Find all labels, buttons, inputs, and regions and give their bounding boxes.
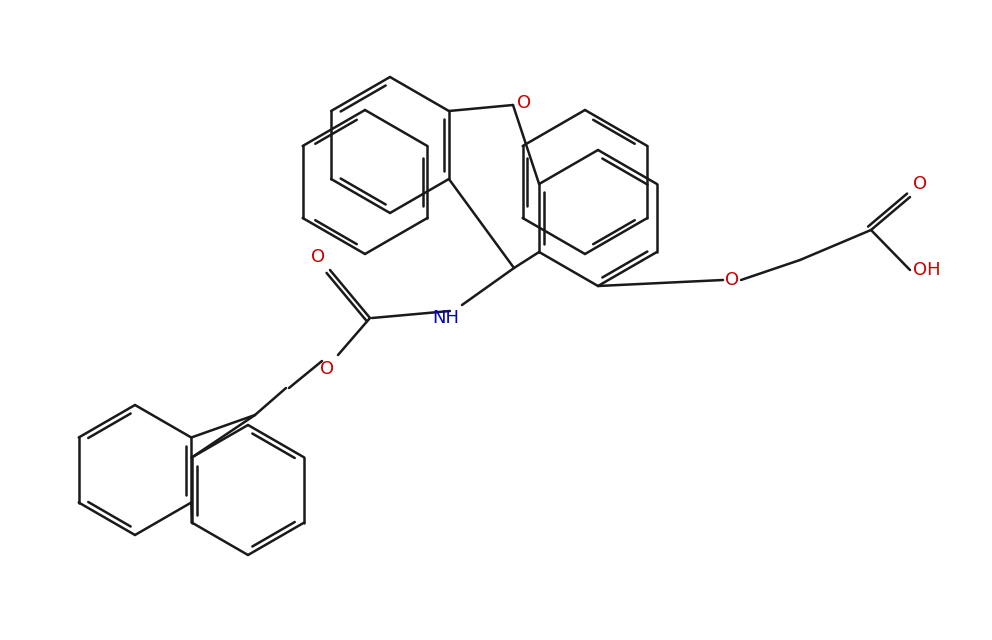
Text: O: O [319,360,334,378]
Text: O: O [310,248,325,266]
Text: OH: OH [913,261,940,279]
Text: O: O [725,271,739,289]
Text: O: O [517,94,531,112]
Text: O: O [913,175,928,193]
Text: NH: NH [432,309,459,327]
